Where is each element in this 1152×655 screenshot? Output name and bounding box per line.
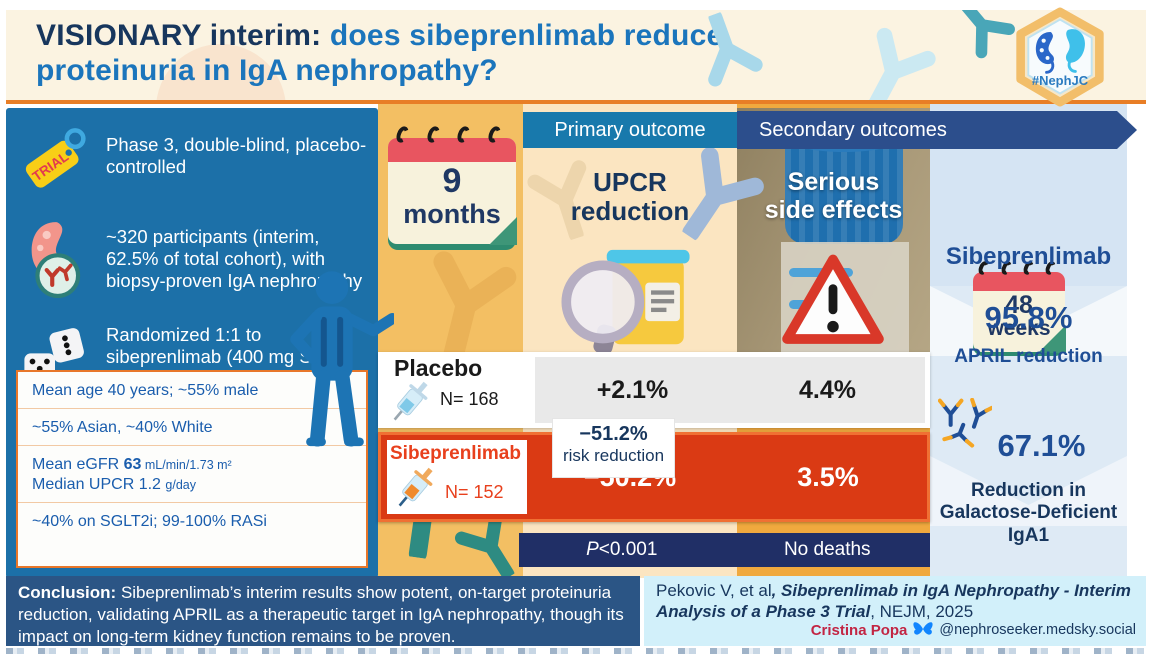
kidney-biopsy-icon: [31, 222, 81, 298]
primary-outcome-header: Primary outcome: [523, 112, 737, 148]
p-value: P <0.001: [586, 539, 658, 560]
kidney-left-icon: [1035, 32, 1054, 65]
placebo-upcr-value: +2.1%: [596, 375, 669, 404]
citation-authors: Pekovic V, et al: [656, 581, 772, 600]
gd-iga1-value: 67.1%: [997, 428, 1086, 463]
design-row: TRIAL Phase 3, double-blind, placebo-con…: [6, 124, 378, 188]
april-reduction-label: APRIL reduction: [954, 346, 1103, 367]
primary-duration-value: 9: [442, 162, 462, 200]
citation-journal: , NEJM, 2025: [870, 601, 974, 621]
divider: [6, 100, 1146, 104]
bottom-pattern-strip: [6, 648, 1146, 654]
deaths-note: No deaths: [783, 539, 871, 560]
design-text: Phase 3, double-blind, placebo-controlle…: [106, 133, 367, 177]
kidney-right-icon: [1065, 29, 1085, 63]
sibeprenlimab-n: N= 152: [445, 482, 504, 502]
demo-ethnicity: ~55% Asian, ~40% White: [18, 409, 366, 447]
nephjc-logo: #NephJC: [1016, 7, 1104, 107]
creator-line: Cristina Popa @nephroseeker.medsky.socia…: [811, 621, 1136, 641]
page-title: VISIONARY interim: does sibeprenlimab re…: [36, 18, 836, 89]
sibeprenlimab-label: Sibeprenlimab: [390, 443, 521, 464]
warning-icon: [782, 254, 884, 344]
secondary-outcome-label: Serious side effects: [764, 168, 903, 224]
demo-age-sex: Mean age 40 years; ~55% male: [18, 372, 366, 410]
placebo-sae-value: 4.4%: [799, 375, 856, 404]
secondary-duration-unit: weeks: [987, 317, 1051, 341]
placebo-row: Placebo N= 168 +2.1% 4.4%: [378, 352, 930, 428]
risk-reduction-value: −51.2%: [579, 423, 648, 445]
population-text: ~320 participants (interim, 62.5% of tot…: [106, 225, 363, 292]
stats-bar: P <0.001 No deaths: [519, 533, 930, 567]
conclusion-text: Sibeprenlimab’s interim results show pot…: [18, 583, 624, 647]
sibeprenlimab-sae-value: 3.5%: [797, 461, 859, 492]
demographics-card: Mean age 40 years; ~55% male ~55% Asian,…: [16, 370, 368, 568]
risk-reduction-label: risk reduction: [562, 446, 665, 465]
conclusion-label: Conclusion:: [18, 583, 117, 602]
trial-tag-icon: TRIAL: [25, 128, 86, 188]
risk-reduction-callout: −51.2% risk reduction: [553, 419, 674, 477]
placebo-syringe-icon: [393, 381, 428, 421]
title-question: does sibeprenlimab reduce proteinuria in…: [36, 19, 724, 88]
calendar-9-months-icon: 9 months: [388, 124, 517, 250]
antibody-decoration: [842, 18, 943, 100]
bluesky-butterfly-icon: [913, 622, 933, 635]
citation-box: Pekovic V, et al, Sibeprenlimab in IgA N…: [644, 576, 1146, 646]
urine-test-icon: [561, 249, 690, 352]
header-band: VISIONARY interim: does sibeprenlimab re…: [6, 10, 1146, 100]
citation-title: , Sibeprenlimab in IgA Nephropathy - Int…: [656, 581, 1131, 621]
title-separator: :: [311, 19, 322, 52]
placebo-n: N= 168: [440, 389, 499, 409]
gd-iga1-label: Reduction in Galactose-Deficient IgA1: [939, 480, 1118, 546]
primary-outcome-label: UPCR reduction: [570, 167, 690, 226]
april-reduction-value: 95.8%: [984, 300, 1073, 335]
person-icon: [290, 271, 394, 447]
secondary-outcomes-header: Secondary outcomes: [737, 111, 1137, 149]
creator-name: Cristina Popa: [810, 621, 908, 639]
secondary-duration-value: 48: [1005, 291, 1033, 319]
calendar-48-weeks-icon: 48 weeks: [973, 259, 1066, 356]
population-row: ~320 participants (interim, 62.5% of tot…: [6, 218, 378, 300]
logo-hashtag: #NephJC: [1032, 73, 1088, 88]
medication-vial-image: [737, 108, 930, 354]
conclusion-box: Conclusion: Sibeprenlimab’s interim resu…: [6, 576, 640, 646]
primary-duration-unit: months: [403, 198, 501, 229]
drug-name: Sibeprenlimab: [945, 243, 1112, 270]
placebo-label: Placebo: [394, 355, 483, 381]
demo-background-therapy: ~40% on SGLT2i; 99-100% RASi: [32, 512, 267, 530]
demo-egfr-upcr: Mean eGFR 63 mL/min/1.73 m² Median UPCR …: [18, 446, 366, 503]
sibeprenlimab-syringe-icon: [398, 467, 433, 507]
antibody-decoration: [942, 10, 1022, 65]
title-study-name: VISIONARY interim: [36, 19, 312, 52]
creator-handle: @nephroseeker.medsky.social: [939, 622, 1136, 639]
antibody-cluster-icon: [938, 398, 992, 448]
